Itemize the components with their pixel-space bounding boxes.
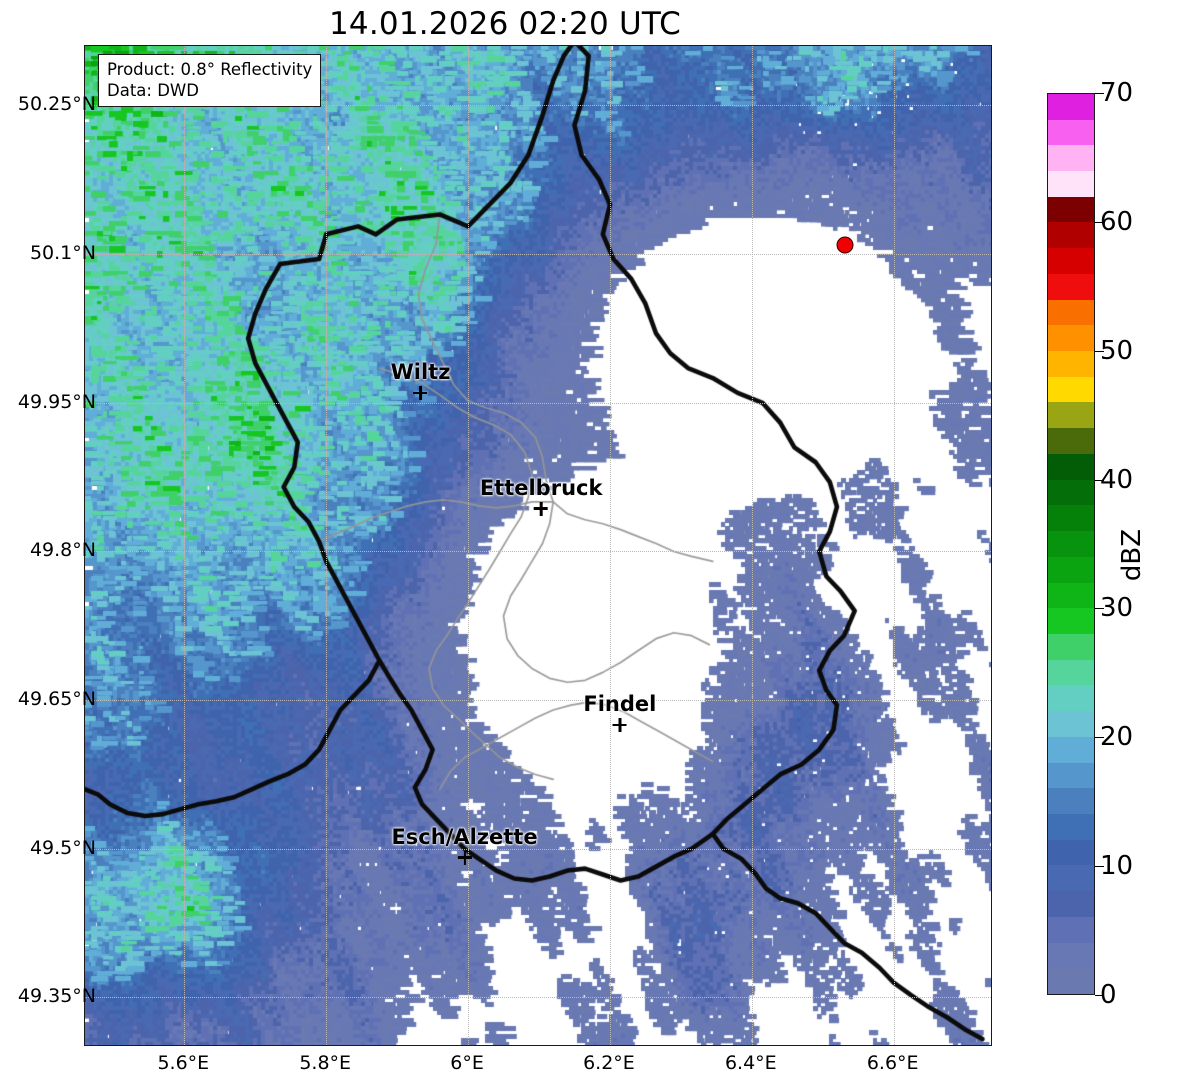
page-title: 14.01.2026 02:20 UTC [329,6,681,42]
x-axis-tick-label: 6.2°E [583,1052,635,1074]
x-axis-tick-label: 6.6°E [866,1052,919,1074]
colorbar-band [1048,248,1094,274]
city-name: Ettelbruck [479,475,603,500]
colorbar-axis-label: dBZ [1117,528,1147,582]
colorbar-band [1048,196,1094,223]
colorbar-band [1048,711,1094,737]
y-axis-tick-label: 49.95°N [17,390,96,413]
colorbar-band [1048,608,1094,634]
colorbar-band [1048,736,1094,763]
colorbar-tick-label: 10 [1100,851,1134,882]
y-axis-tick-label: 49.35°N [17,985,96,1008]
colorbar-tick-label: 70 [1100,78,1134,108]
colorbar-tick-label: 0 [1100,980,1117,1010]
city-label-esch-alzette: Esch/Alzette [391,824,538,866]
colorbar-tick-mark [1095,221,1104,223]
city-label-findel: Findel [583,692,656,733]
y-axis-tick-label: 49.5°N [29,836,96,859]
colorbar-band [1048,505,1094,532]
city-name: Findel [583,691,657,716]
y-axis-tick-label: 50.1°N [29,242,96,265]
city-cross-marker-icon [612,717,628,733]
colorbar-band [1048,402,1094,429]
colorbar-band [1048,479,1094,506]
colorbar-band [1048,582,1094,609]
colorbar-band [1048,453,1094,480]
colorbar-tick-mark [1095,350,1104,352]
colorbar-band [1048,325,1094,352]
colorbar-band [1048,839,1094,866]
colorbar-band [1048,299,1094,326]
colorbar-band [1048,531,1094,557]
colorbar-tick-label: 30 [1100,593,1134,624]
x-axis-tick-label: 5.6°E [157,1052,210,1074]
city-cross-marker-icon [457,850,473,866]
colorbar-band [1048,891,1094,917]
colorbar-band [1048,222,1094,249]
x-axis-tick-label: 6.4°E [724,1052,777,1074]
colorbar-band [1048,94,1094,120]
product-info-box: Product: 0.8° Reflectivity Data: DWD [98,54,322,108]
colorbar-band [1048,762,1094,789]
colorbar-tick-mark [1095,608,1104,610]
colorbar-band [1048,968,1094,994]
city-cross-marker-icon [533,501,549,517]
colorbar-band [1048,376,1094,403]
colorbar-tick-mark [1095,737,1104,739]
colorbar-band [1048,813,1094,840]
colorbar-tick-label: 60 [1100,206,1134,237]
colorbar-band [1048,659,1094,686]
city-cross-marker-icon [413,385,429,401]
y-axis-tick-label: 49.8°N [29,539,96,562]
colorbar-band [1048,788,1094,814]
y-axis-tick-label: 50.25°N [17,93,96,116]
colorbar-band [1048,916,1094,943]
radar-site-dot-icon[interactable] [836,236,854,254]
colorbar-band [1048,865,1094,892]
colorbar-tick-label: 20 [1100,722,1134,753]
colorbar-band [1048,942,1094,969]
colorbar-band [1048,145,1094,171]
x-axis-tick-label: 6°E [450,1052,484,1074]
city-name: Wiltz [390,359,451,384]
radar-reflectivity-canvas [85,46,991,1045]
colorbar-tick-mark [1095,866,1104,868]
colorbar-band [1048,633,1094,660]
colorbar-tick-label: 40 [1100,464,1134,495]
colorbar-tick-mark [1095,995,1104,996]
radar-plot-area[interactable]: Wiltz Ettelbruck Findel Esch/Alzette Produc… [84,45,992,1046]
colorbar-tick-label: 50 [1100,335,1134,366]
product-line: Product: 0.8° Reflectivity [107,60,313,79]
colorbar-band [1048,171,1094,197]
colorbar-band [1048,351,1094,377]
colorbar-band [1048,428,1094,454]
colorbar-band [1048,556,1094,583]
city-label-wiltz: Wiltz [390,359,451,401]
reflectivity-colorbar[interactable] [1047,93,1095,995]
colorbar-tick-mark [1095,93,1104,94]
x-axis-tick-label: 5.8°E [299,1052,352,1074]
data-source-line: Data: DWD [107,81,199,101]
colorbar-tick-mark [1095,479,1104,481]
city-label-ettelbruck: Ettelbruck [479,475,603,517]
colorbar-band [1048,119,1094,146]
colorbar-band [1048,273,1094,300]
colorbar-band [1048,685,1094,712]
city-name: Esch/Alzette [391,824,538,849]
y-axis-tick-label: 49.65°N [17,688,96,711]
